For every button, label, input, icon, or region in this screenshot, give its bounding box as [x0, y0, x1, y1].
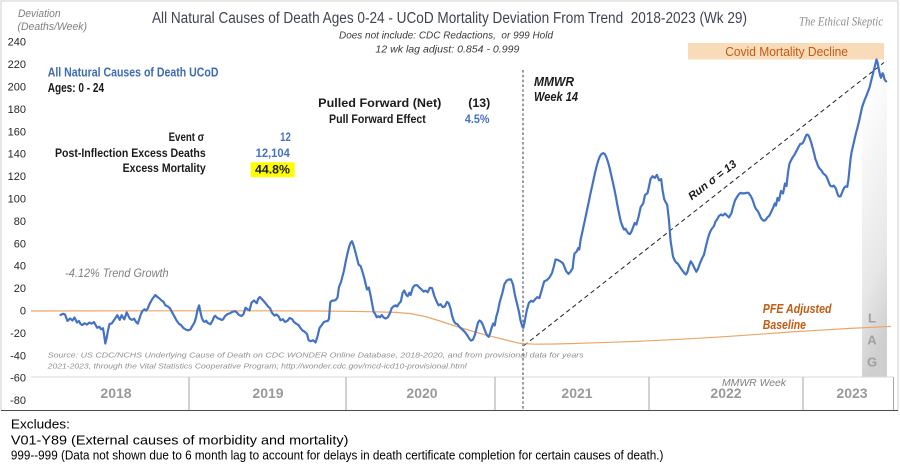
svg-text:40: 40: [14, 261, 26, 273]
svg-text:140: 140: [8, 149, 26, 161]
svg-text:G: G: [867, 355, 877, 370]
svg-text:Week 14: Week 14: [534, 90, 578, 104]
svg-text:V01-Y89 (External causes of mo: V01-Y89 (External causes of morbidity an…: [11, 433, 349, 447]
svg-text:The Ethical Skeptic: The Ethical Skeptic: [799, 14, 883, 28]
svg-text:L: L: [868, 311, 876, 326]
svg-text:2020: 2020: [406, 385, 437, 401]
svg-text:999--999 (Data not shown due t: 999--999 (Data not shown due to 6 month …: [11, 448, 664, 462]
svg-text:220: 220: [8, 59, 26, 71]
svg-text:4.5%: 4.5%: [465, 112, 490, 126]
svg-text:100: 100: [8, 194, 26, 206]
svg-text:Source: US CDC/NCHS Underlying: Source: US CDC/NCHS Underlying Cause of …: [48, 351, 584, 360]
svg-text:All Natural Causes of Death UC: All Natural Causes of Death UCoD: [48, 65, 219, 80]
svg-text:Covid Mortality Decline: Covid Mortality Decline: [725, 44, 848, 59]
svg-text:60: 60: [14, 238, 26, 250]
svg-text:-40: -40: [10, 350, 26, 362]
svg-text:2018: 2018: [100, 385, 131, 401]
svg-text:Ages: 0 - 24: Ages: 0 - 24: [48, 80, 105, 95]
svg-text:Post-Inflection Excess Deaths: Post-Inflection Excess Deaths: [55, 146, 206, 160]
svg-text:Baseline: Baseline: [763, 318, 806, 332]
svg-text:Excess Mortality: Excess Mortality: [123, 161, 206, 175]
svg-text:-80: -80: [10, 395, 26, 407]
svg-text:200: 200: [8, 82, 26, 94]
svg-text:180: 180: [8, 104, 26, 116]
svg-text:PFE Adjusted: PFE Adjusted: [763, 302, 832, 316]
svg-text:-60: -60: [10, 373, 26, 385]
svg-text:Excludes:: Excludes:: [11, 418, 70, 432]
svg-text:MMWR Week: MMWR Week: [722, 377, 787, 389]
svg-text:MMWR: MMWR: [534, 75, 574, 89]
svg-text:12: 12: [280, 130, 291, 144]
svg-text:2021: 2021: [561, 385, 592, 401]
svg-text:Deviation: Deviation: [18, 8, 61, 20]
svg-text:12,104: 12,104: [256, 146, 291, 160]
svg-text:12 wk lag adjust: 0.854 - 0.99: 12 wk lag adjust: 0.854 - 0.999: [375, 44, 519, 56]
svg-text:20: 20: [14, 283, 26, 295]
svg-text:2019: 2019: [252, 385, 283, 401]
svg-text:80: 80: [14, 216, 26, 228]
svg-text:(13): (13): [468, 96, 490, 110]
svg-text:Run σ = 13: Run σ = 13: [686, 158, 740, 203]
svg-text:2022: 2022: [710, 385, 741, 401]
svg-text:All Natural Causes of Death Ag: All Natural Causes of Death Ages 0-24 - …: [152, 10, 747, 27]
svg-text:(Deaths/Week): (Deaths/Week): [18, 21, 88, 33]
svg-text:2021-2023, through the Vital S: 2021-2023, through the Vital Statistics …: [47, 362, 467, 371]
svg-text:0: 0: [20, 306, 26, 318]
svg-text:A: A: [867, 333, 877, 348]
svg-text:Does not include: CDC Redactio: Does not include: CDC Redactions, or 999…: [339, 30, 554, 42]
svg-text:240: 240: [8, 37, 26, 49]
svg-text:-20: -20: [10, 328, 26, 340]
svg-text:120: 120: [8, 171, 26, 183]
svg-text:160: 160: [8, 126, 26, 138]
svg-text:2023: 2023: [836, 385, 867, 401]
svg-text:44.8%: 44.8%: [255, 162, 290, 176]
svg-text:Event σ: Event σ: [169, 130, 205, 144]
svg-text:Pulled Forward (Net): Pulled Forward (Net): [318, 96, 441, 110]
svg-text:Pull Forward Effect: Pull Forward Effect: [329, 112, 426, 126]
svg-text:-4.12% Trend Growth: -4.12% Trend Growth: [65, 268, 168, 280]
